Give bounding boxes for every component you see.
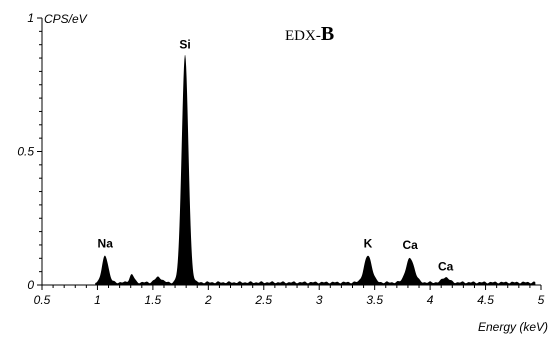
x-tick-label: 1: [94, 293, 101, 307]
chart-title: EDX-B: [285, 23, 334, 45]
x-tick-label: 4.5: [477, 293, 494, 307]
peak-label-na: Na: [98, 237, 114, 251]
x-tick-label: 0.5: [34, 293, 51, 307]
y-tick-label: 0.5: [17, 145, 34, 159]
y-tick-label: 0: [27, 278, 34, 292]
x-tick-label: 5: [538, 293, 545, 307]
x-tick-label: 3: [316, 293, 323, 307]
peak-label-ca: Ca: [438, 259, 454, 273]
x-tick-label: 2.5: [254, 293, 272, 307]
y-tick-label: 1: [27, 11, 34, 25]
axes: [41, 18, 541, 286]
peak-label-si: Si: [179, 38, 190, 52]
x-tick-label: 2: [204, 293, 212, 307]
peak-labels: Na Si K Ca Ca: [98, 38, 454, 274]
x-axis-title: Energy (keV): [478, 320, 548, 334]
x-tick-label: 4: [427, 293, 434, 307]
chart-title-prefix: EDX-: [285, 28, 321, 44]
spectrum-area: [95, 55, 536, 285]
ticks: 0.5 1 1.5 2 2.5 3 3.5 4 4.5 500.51: [17, 11, 544, 307]
x-tick-label: 1.5: [145, 293, 162, 307]
peak-label-ca: Ca: [402, 238, 418, 252]
chart-title-main: B: [321, 23, 334, 45]
peak-label-k: K: [364, 237, 373, 251]
x-tick-label: 3.5: [366, 293, 383, 307]
y-axis-title: CPS/eV: [44, 12, 88, 26]
